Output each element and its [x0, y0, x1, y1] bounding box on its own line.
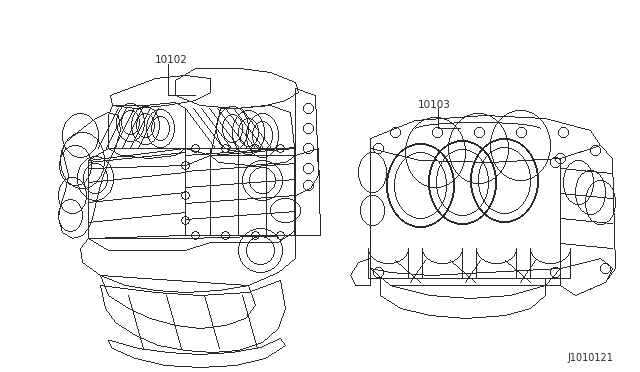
Text: J1010121: J1010121 [567, 353, 613, 363]
Text: 10102: 10102 [155, 55, 188, 65]
Text: 10103: 10103 [418, 100, 451, 110]
